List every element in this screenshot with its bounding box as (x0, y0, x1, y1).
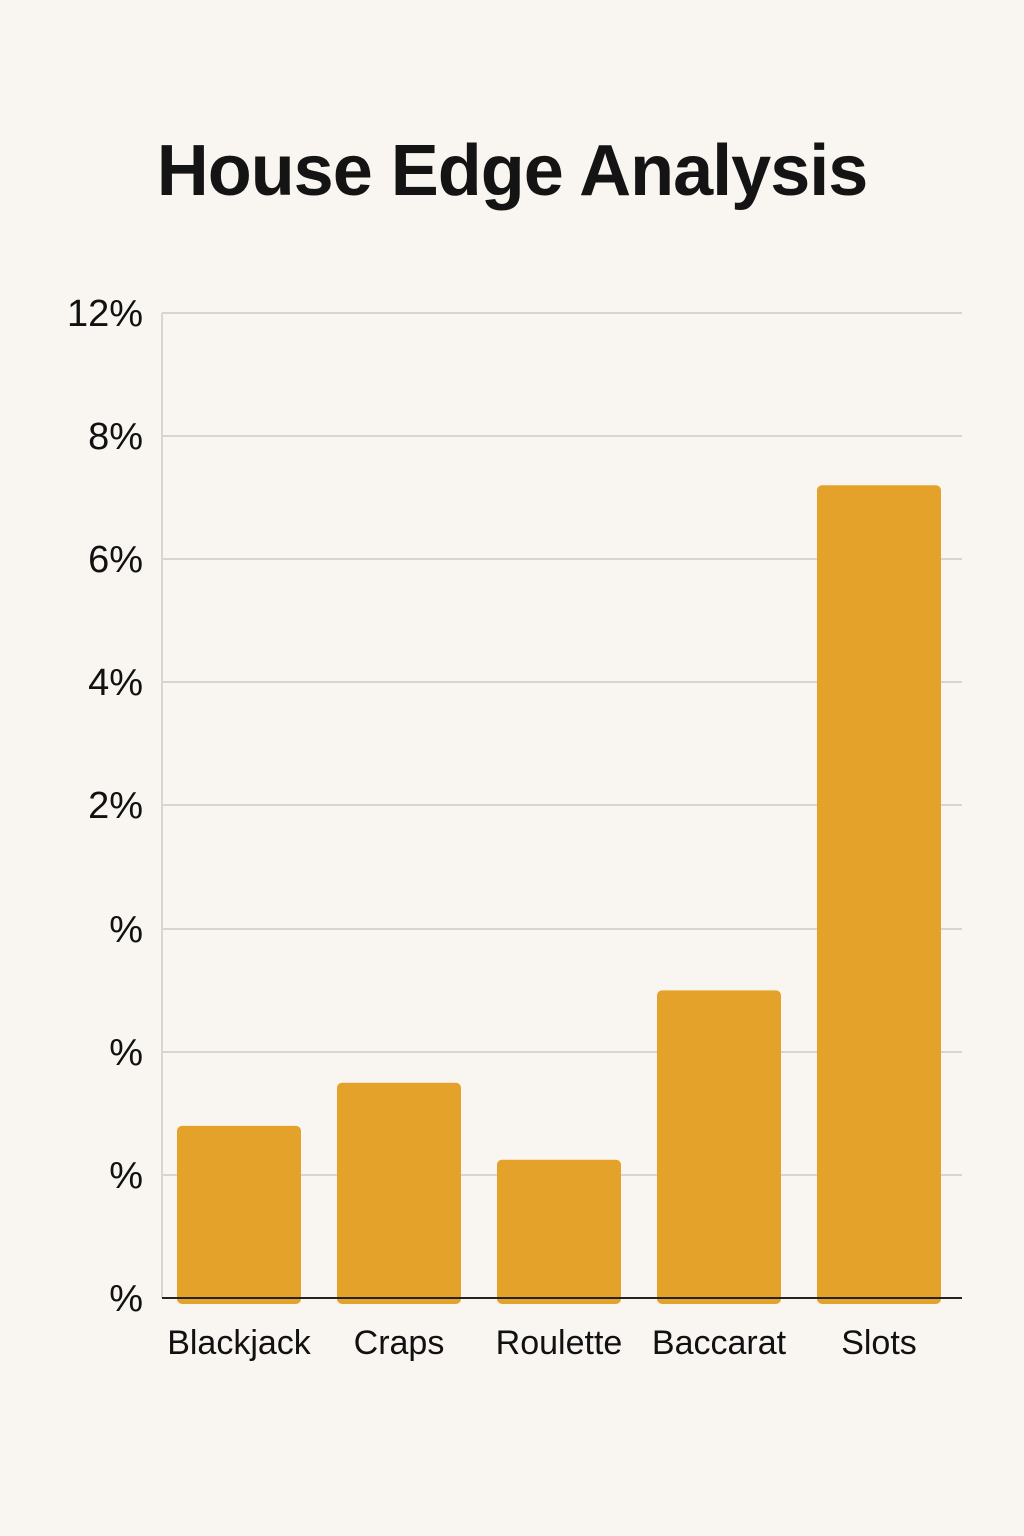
y-tick-label: 2% (88, 785, 143, 827)
bar-craps (337, 1082, 461, 1304)
bar-roulette (497, 1159, 621, 1304)
y-tick-label: 8% (88, 416, 143, 458)
x-tick-label: Craps (354, 1324, 445, 1362)
x-tick-label: Slots (841, 1324, 917, 1362)
bar-baccarat (657, 990, 781, 1304)
x-tick-label: Baccarat (652, 1324, 787, 1362)
y-tick-label: % (109, 1032, 143, 1074)
chart-title: House Edge Analysis (156, 131, 869, 211)
bar-slots (817, 485, 941, 1304)
x-tick-label: Roulette (496, 1324, 623, 1362)
y-tick-label: 12% (67, 293, 143, 335)
y-tick-label: % (109, 1155, 143, 1197)
bar-blackjack (177, 1125, 301, 1304)
y-tick-label: % (109, 1278, 143, 1320)
x-tick-label: Blackjack (167, 1324, 312, 1362)
y-tick-label: % (109, 909, 143, 951)
y-tick-label: 4% (88, 662, 143, 704)
y-tick-label: 6% (88, 539, 143, 581)
